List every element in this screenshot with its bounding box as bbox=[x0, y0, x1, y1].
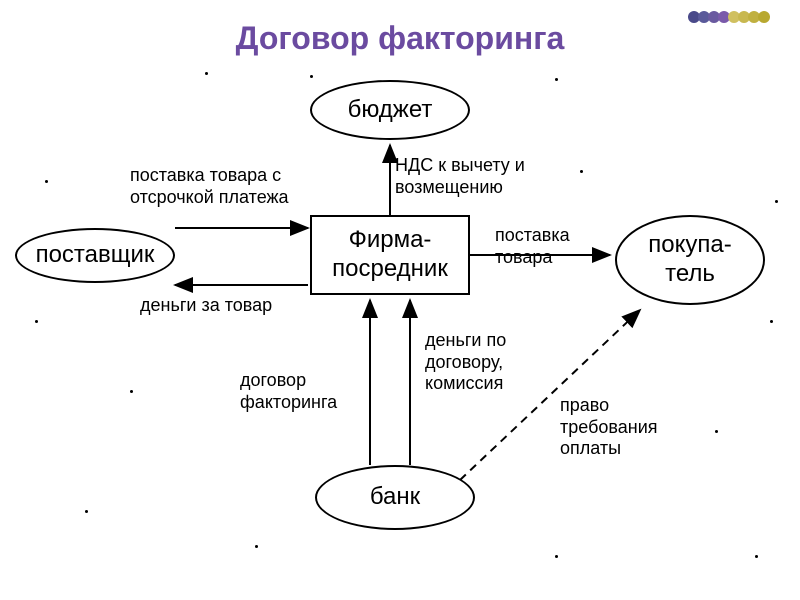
label-vat: НДС к вычету и возмещению bbox=[395, 155, 525, 198]
label-delivery-delay: поставка товара с отсрочкой платежа bbox=[130, 165, 289, 208]
factoring-line1: договор bbox=[240, 370, 306, 390]
buyer-line1: покупа- bbox=[648, 231, 731, 258]
label-factoring: договор факторинга bbox=[240, 370, 337, 413]
bg-dot bbox=[130, 390, 133, 393]
bg-dot bbox=[715, 430, 718, 433]
label-delivery: поставка товара bbox=[495, 225, 570, 268]
commission-line3: комиссия bbox=[425, 373, 503, 393]
bg-dot bbox=[35, 320, 38, 323]
delivery-line1: поставка bbox=[495, 225, 570, 245]
bg-dot bbox=[755, 555, 758, 558]
bg-dot bbox=[770, 320, 773, 323]
diagram-title: Договор факторинга bbox=[0, 20, 800, 57]
title-text: Договор факторинга bbox=[236, 20, 565, 56]
node-intermediary: Фирма- посредник bbox=[310, 215, 470, 295]
intermediary-line1: Фирма- bbox=[349, 226, 432, 253]
money-goods-text: деньги за товар bbox=[140, 295, 272, 315]
label-money-goods: деньги за товар bbox=[140, 295, 272, 317]
node-supplier: поставщик bbox=[15, 228, 175, 283]
payment-right-line1: право bbox=[560, 395, 609, 415]
label-commission: деньги по договору, комиссия bbox=[425, 330, 506, 395]
node-budget-label: бюджет bbox=[348, 96, 433, 125]
bg-dot bbox=[775, 200, 778, 203]
intermediary-line2: посредник bbox=[332, 255, 448, 282]
vat-line1: НДС к вычету и bbox=[395, 155, 525, 175]
node-budget: бюджет bbox=[310, 80, 470, 140]
node-supplier-label: поставщик bbox=[36, 241, 155, 270]
bg-dot bbox=[255, 545, 258, 548]
bg-dot bbox=[555, 555, 558, 558]
bg-dot bbox=[580, 170, 583, 173]
delivery-delay-line1: поставка товара с bbox=[130, 165, 281, 185]
delivery-line2: товара bbox=[495, 247, 552, 267]
decoration-dots bbox=[690, 10, 770, 28]
bg-dot bbox=[45, 180, 48, 183]
buyer-line2: тель bbox=[665, 260, 715, 287]
label-payment-right: право требования оплаты bbox=[560, 395, 658, 460]
decoration-dot bbox=[758, 11, 770, 23]
node-bank-label: банк bbox=[370, 483, 420, 512]
node-bank: банк bbox=[315, 465, 475, 530]
payment-right-line2: требования bbox=[560, 417, 658, 437]
delivery-delay-line2: отсрочкой платежа bbox=[130, 187, 289, 207]
vat-line2: возмещению bbox=[395, 177, 503, 197]
bg-dot bbox=[85, 510, 88, 513]
node-intermediary-label: Фирма- посредник bbox=[332, 226, 448, 284]
node-buyer-label: покупа- тель bbox=[648, 231, 731, 289]
commission-line2: договору, bbox=[425, 352, 503, 372]
bg-dot bbox=[555, 78, 558, 81]
node-buyer: покупа- тель bbox=[615, 215, 765, 305]
commission-line1: деньги по bbox=[425, 330, 506, 350]
payment-right-line3: оплаты bbox=[560, 438, 621, 458]
factoring-line2: факторинга bbox=[240, 392, 337, 412]
bg-dot bbox=[310, 75, 313, 78]
bg-dot bbox=[205, 72, 208, 75]
